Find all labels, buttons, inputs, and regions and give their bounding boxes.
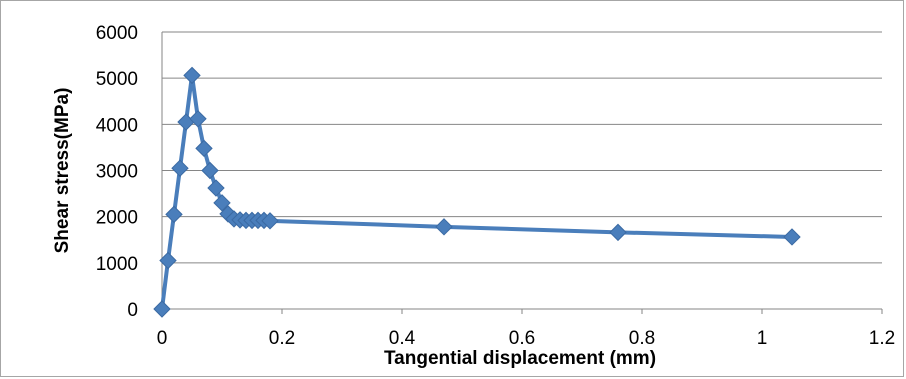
data-point-marker (207, 179, 225, 197)
x-tick-label: 0.6 (509, 328, 535, 349)
data-point-marker (213, 194, 231, 212)
x-tick-label: 0.2 (269, 328, 295, 349)
y-tick-label: 0 (127, 300, 138, 321)
data-point-marker (195, 139, 213, 158)
data-point-marker (153, 300, 171, 318)
data-point-marker (183, 66, 201, 85)
data-point-marker (609, 223, 627, 242)
y-tick-label: 4000 (96, 115, 138, 136)
series (153, 66, 801, 318)
data-point-marker (177, 113, 195, 131)
x-tick-labels: 0 0.2 0.4 0.6 0.8 1 1.2 (157, 309, 895, 349)
x-axis-title: Tangential displacement (mm) (384, 348, 656, 369)
data-point-marker (159, 251, 177, 270)
data-point-marker (201, 161, 219, 180)
y-tick-label: 1000 (96, 254, 138, 275)
series-line (160, 73, 793, 310)
gridlines (162, 31, 882, 310)
x-tick-label: 0.8 (629, 328, 655, 349)
data-point-marker (189, 110, 207, 128)
x-tick-label: 1.2 (869, 328, 895, 349)
y-tick-labels: 0 1000 2000 3000 4000 5000 6000 (96, 23, 138, 321)
y-tick-label: 5000 (96, 69, 138, 90)
y-axis-title: Shear stress(MPa) (52, 88, 73, 254)
x-tick-label: 1 (757, 328, 768, 349)
data-point-marker (171, 159, 189, 177)
data-point-marker (261, 212, 279, 230)
x-tick-label: 0.4 (389, 328, 416, 349)
data-point-marker (783, 228, 801, 246)
data-point-marker (165, 205, 183, 224)
y-tick-label: 3000 (96, 162, 138, 183)
x-tick-label: 0 (157, 328, 168, 349)
data-point-marker (435, 218, 453, 236)
y-tick-label: 6000 (96, 23, 138, 44)
y-tick-label: 2000 (96, 208, 138, 229)
